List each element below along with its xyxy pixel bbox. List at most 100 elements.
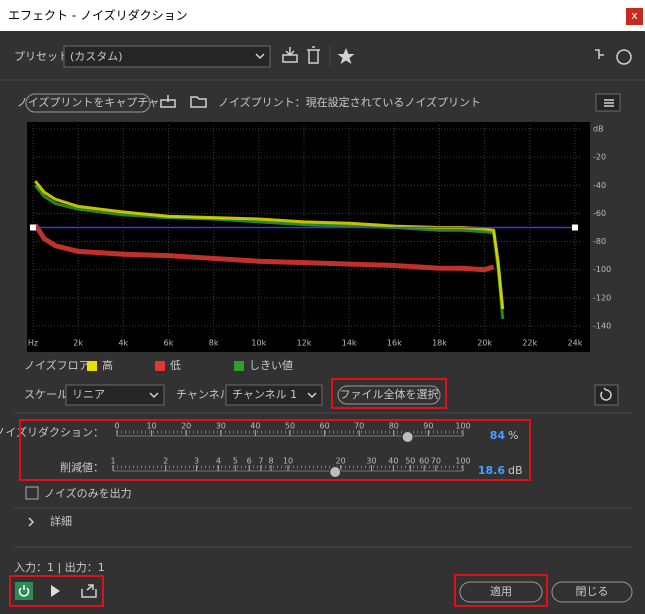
- slider-tick-label: 7: [258, 457, 263, 466]
- scale-value: リニア: [72, 388, 105, 401]
- legend-label: しきい値: [249, 359, 293, 372]
- apply-button[interactable]: [459, 581, 543, 603]
- x-tick-label: 2k: [73, 339, 83, 348]
- select-all-button[interactable]: [337, 385, 441, 405]
- routing[interactable]: [595, 49, 604, 59]
- slider-tick-label: 70: [431, 457, 441, 466]
- channel-value: チャンネル 1: [232, 388, 297, 401]
- slider-tick-label: 2: [163, 457, 168, 466]
- info[interactable]: [616, 49, 632, 65]
- highlight: [9, 575, 104, 607]
- slider-tick-label: 80: [389, 422, 399, 431]
- export[interactable]: [81, 584, 97, 598]
- select-all-label[interactable]: ファイル全体を選択: [340, 387, 439, 401]
- slider-tick-label: 4: [216, 457, 221, 466]
- slider-tick-label: 10: [283, 457, 293, 466]
- scale-label: スケール：: [24, 388, 79, 401]
- legend-label: 高: [102, 358, 113, 372]
- slider-tick-label: 100: [455, 457, 470, 466]
- x-tick-label: 22k: [522, 339, 537, 348]
- x-tick-label: 8k: [209, 339, 219, 348]
- slider-tick-label: 60: [419, 457, 429, 466]
- highlight: [331, 378, 447, 409]
- power-icon: [18, 585, 30, 597]
- slider-knob[interactable]: [329, 466, 342, 478]
- curve-handle: [30, 224, 36, 231]
- slider-tick-label: 20: [181, 422, 191, 431]
- apply-label[interactable]: 適用: [490, 584, 512, 598]
- chevron: [149, 392, 159, 399]
- slider-tick-label: 100: [455, 422, 470, 431]
- slider-tick-label: 30: [216, 422, 226, 431]
- legend-label: ノイズフロア：: [24, 358, 101, 372]
- delete-preset[interactable]: [307, 46, 320, 64]
- slider-unit: dB: [508, 464, 523, 477]
- highlight: [19, 419, 531, 481]
- x-tick-label: 24k: [568, 339, 583, 348]
- spectrum-panel: [27, 122, 590, 352]
- slider-tick-label: 50: [405, 457, 415, 466]
- slider-tick-label: 90: [423, 422, 433, 431]
- scale-dropdown[interactable]: [65, 384, 165, 406]
- title-bar: [0, 0, 645, 31]
- legend: 高 低 しきい値: [87, 358, 293, 372]
- open-print[interactable]: [190, 96, 207, 108]
- close-window[interactable]: [626, 8, 643, 25]
- x-tick-label: 10k: [251, 339, 266, 348]
- save-preset[interactable]: [282, 47, 298, 63]
- slider-tick-label: 3: [194, 457, 199, 466]
- slider-tick-label: 40: [250, 422, 260, 431]
- expand[interactable]: [28, 517, 35, 527]
- slider-tick-label: 20: [336, 457, 346, 466]
- favorite[interactable]: [337, 48, 355, 64]
- slider-tick-label: 30: [366, 457, 376, 466]
- legend-swatch: [234, 361, 244, 371]
- slider-knob[interactable]: [401, 431, 414, 443]
- channel-dropdown[interactable]: [225, 384, 323, 406]
- close-button[interactable]: [551, 581, 633, 603]
- capture-button[interactable]: [25, 93, 151, 113]
- x-tick-label: 6k: [164, 339, 174, 348]
- y-tick-label: -120: [593, 293, 611, 302]
- preset-value: (カスタム): [70, 50, 123, 63]
- slider-tick-label: 5: [233, 457, 238, 466]
- slider-label: ノイズリダクション：: [0, 425, 104, 439]
- noise-floor-line: [33, 223, 495, 273]
- x-tick-label: 4k: [118, 339, 128, 348]
- curve-handle: [572, 224, 578, 231]
- capture-button-label[interactable]: ノイズプリントをキャプチャ: [17, 95, 160, 109]
- preset-dropdown[interactable]: [63, 45, 271, 68]
- slider-tick-label: 70: [354, 422, 364, 431]
- slider-label: 削減値：: [60, 460, 104, 474]
- checkbox[interactable]: [25, 486, 39, 500]
- slider-tick-label: 10: [147, 422, 157, 431]
- slider-value: 84: [490, 429, 506, 442]
- legend-label: 低: [170, 359, 181, 372]
- x-tick-label: Hz: [28, 339, 38, 348]
- slider-tick-label: 60: [320, 422, 330, 431]
- y-tick-label: -140: [593, 321, 611, 330]
- y-tick-label: -20: [593, 153, 606, 162]
- play[interactable]: [51, 585, 60, 597]
- reset[interactable]: [594, 384, 619, 406]
- legend-swatch: [87, 361, 97, 371]
- chevron: [307, 392, 317, 399]
- checkbox-label[interactable]: ノイズのみを出力: [44, 486, 132, 500]
- power[interactable]: [15, 582, 33, 600]
- slider-tick-label: 8: [268, 457, 273, 466]
- x-tick-label: 18k: [432, 339, 447, 348]
- y-tick-label: -80: [593, 237, 606, 246]
- slider-value: 18.6: [478, 464, 505, 477]
- slider-tick-label: 40: [388, 457, 398, 466]
- reset-icon: [600, 387, 612, 401]
- chevron: [255, 53, 265, 60]
- x-tick-label: 16k: [387, 339, 402, 348]
- details[interactable]: 詳細: [50, 514, 72, 528]
- close-label[interactable]: 閉じる: [576, 585, 609, 598]
- load-print[interactable]: [160, 95, 176, 108]
- slider-tick-label: 6: [247, 457, 252, 466]
- noise-floor-line: [34, 180, 505, 310]
- close-window-label[interactable]: x: [631, 9, 638, 22]
